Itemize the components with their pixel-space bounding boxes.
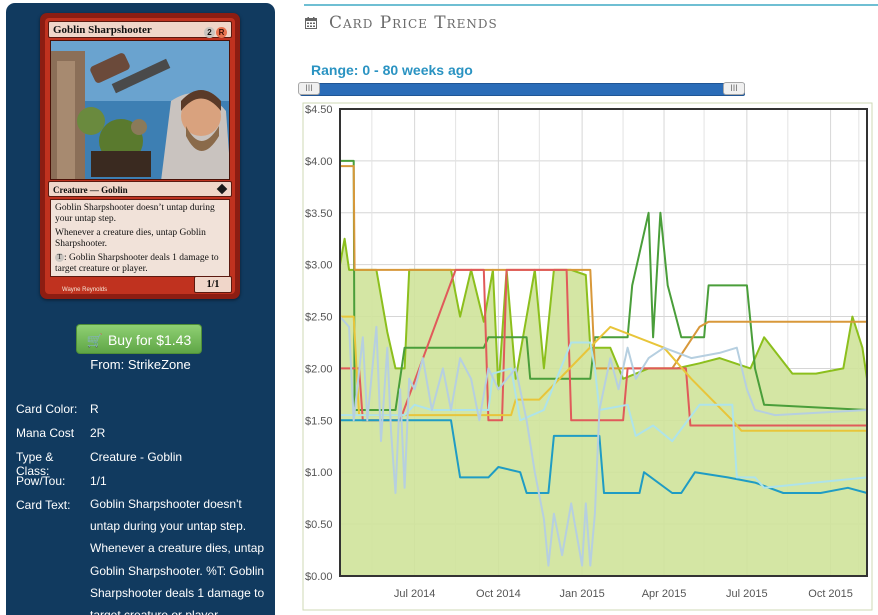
series-line-7 (340, 341, 868, 489)
detail-value: R (90, 402, 99, 416)
x-tick-label: Oct 2015 (808, 588, 853, 600)
detail-card-text: Goblin Sharpshooter doesn't untap during… (90, 497, 265, 615)
y-tick-label: $2.00 (305, 363, 333, 375)
card-art (50, 40, 230, 180)
y-tick-label: $4.50 (305, 104, 333, 116)
card-artist: Wayne Reynolds (62, 287, 108, 293)
price-trend-chart: $0.00 $0.50 $1.00 $1.50 $2.00 $2.50 $3.00 $3.50… (302, 102, 873, 611)
tap-symbol-icon: T (55, 253, 64, 263)
card-power-toughness: 1/1 (194, 276, 232, 293)
card-type-line: Creature — Goblin (53, 185, 128, 195)
x-tick-label: Oct 2014 (476, 588, 521, 600)
card-rule-2: Whenever a creature dies, untap Goblin S… (55, 228, 206, 249)
header-rule (304, 4, 878, 6)
series-line-6 (340, 419, 868, 494)
detail-label: Card Color: (16, 402, 78, 416)
mana-generic-symbol: 2 (204, 27, 215, 38)
y-tick-label: $1.50 (305, 415, 333, 427)
card-type-bar: Creature — Goblin (48, 181, 232, 197)
detail-label: Type & Class: (16, 450, 54, 478)
detail-value: 2R (90, 426, 106, 440)
detail-label: Pow/Tou: (16, 474, 66, 488)
y-tick-label: $2.50 (305, 312, 333, 324)
detail-value: Creature - Goblin (90, 450, 183, 464)
set-symbol-icon (216, 183, 228, 195)
range-slider-track[interactable] (300, 83, 745, 96)
buy-button[interactable]: 🛒 Buy for $1.43 (76, 324, 202, 354)
card-rule-3-wrap: T: Goblin Sharpshooter deals 1 damage to… (55, 253, 225, 275)
x-tick-label: Jan 2015 (559, 588, 604, 600)
y-tick-label: $0.50 (305, 519, 333, 531)
card-rules-box: Goblin Sharpshooter doesn’t untap during… (50, 199, 230, 277)
card-rule-3: : Goblin Sharpshooter deals 1 damage to … (55, 253, 219, 274)
detail-label: Card Text: (16, 498, 71, 512)
mana-red-symbol: R (216, 27, 227, 38)
x-tick-label: Apr 2015 (642, 588, 687, 600)
x-tick-label: Jul 2014 (394, 588, 436, 600)
cart-icon: 🛒 (86, 333, 103, 348)
series-line-8 (339, 315, 868, 567)
detail-label: Mana Cost (16, 426, 75, 440)
x-tick-label: Jul 2015 (726, 588, 768, 600)
seller-label: From: StrikeZone (90, 357, 191, 372)
buy-button-label: Buy for $1.43 (107, 332, 192, 348)
card-rule-1: Goblin Sharpshooter doesn’t untap during… (55, 203, 215, 224)
plot-border (339, 108, 868, 577)
calendar-icon (305, 17, 317, 29)
range-slider-min-handle[interactable]: III (298, 82, 320, 95)
page-title: Card Price Trends (329, 13, 498, 33)
y-tick-label: $3.50 (305, 208, 333, 220)
series-line-2 (340, 159, 868, 411)
y-tick-label: $4.00 (305, 156, 333, 168)
y-tick-label: $0.00 (305, 571, 333, 583)
range-label: Range: 0 - 80 weeks ago (311, 62, 473, 78)
series-line-1 (339, 237, 868, 391)
range-slider-max-handle[interactable]: III (723, 82, 745, 95)
detail-value: 1/1 (90, 474, 107, 488)
card-name: Goblin Sharpshooter (53, 24, 152, 36)
series-area-fill (340, 238, 867, 576)
y-tick-label: $1.00 (305, 467, 333, 479)
y-tick-label: $3.00 (305, 260, 333, 272)
